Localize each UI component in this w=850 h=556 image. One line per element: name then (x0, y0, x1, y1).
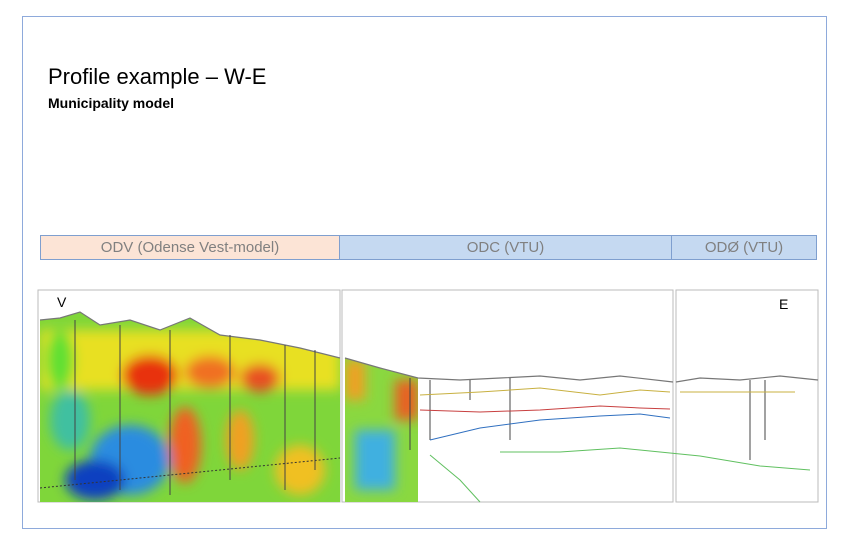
layer-lines (419, 387, 811, 503)
resistivity-mid (345, 358, 418, 502)
slide-title: Profile example – W-E (48, 64, 267, 89)
band-odo: ODØ (VTU) (671, 235, 817, 260)
band-odc: ODC (VTU) (339, 235, 672, 260)
resistivity-left (40, 312, 340, 502)
slide-subtitle: Municipality model (48, 95, 175, 111)
boreholes (74, 320, 766, 495)
panel-label-v: V (57, 294, 67, 310)
panel-label-e: E (779, 296, 788, 312)
terrain-lines (39, 311, 819, 383)
